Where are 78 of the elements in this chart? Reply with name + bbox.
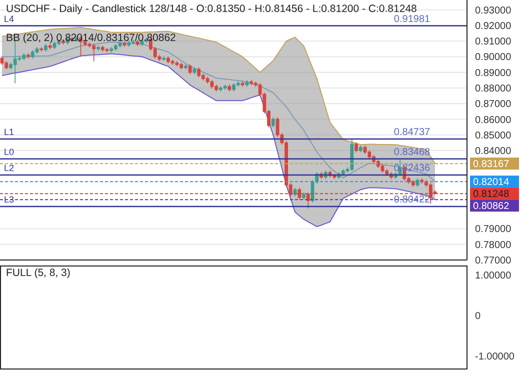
y-tick-label: 0.79000 [475,224,512,236]
text: 0 [475,311,481,322]
candlestick [26,52,30,60]
candlestick [192,66,196,75]
candlestick [52,41,56,50]
y-tick-label: 0.84000 [475,146,512,158]
candlestick [236,81,240,88]
chart-title: USDCHF - Daily - Candlestick 128/148 - O:0.81350 - H:0.81456 - L:0.81200 - C:0.81248 [6,3,418,15]
candlestick [245,79,249,88]
candlestick [210,79,214,89]
y-tick-label: 0.89000 [475,68,512,79]
candlestick [271,116,275,128]
candlestick [162,56,166,62]
y-tick-label: 0.92000 [475,20,512,32]
candlestick [197,66,201,78]
ref-line-label: L4 [4,14,14,24]
candlestick [96,45,100,52]
candlestick [302,192,306,200]
text: -1.00000 [475,352,515,362]
candlestick [100,45,104,52]
candlestick [13,39,17,84]
annotation: 0.91981 [394,14,431,25]
candlestick [30,50,34,60]
candlestick [368,150,372,160]
candlestick [40,46,44,52]
ref-line-label: 0.83167 [473,159,510,170]
candlestick [306,192,310,209]
y-tick-label: 0.77000 [475,256,512,266]
candlestick [358,145,362,153]
candlestick [170,59,174,66]
ref-line-label: 0.81248 [473,189,510,200]
candlestick [363,145,367,154]
candlestick [223,84,227,90]
candlestick [354,142,358,153]
candlestick [188,64,192,75]
candlestick [0,56,4,66]
candlestick [48,44,52,50]
candlestick [298,187,302,200]
ref-line-label: L1 [4,127,14,138]
y-tick-label: 0.91000 [475,36,512,48]
candlestick [228,84,232,92]
text: 1.00000 [475,270,512,282]
candlestick [4,60,8,70]
candlestick [44,44,48,52]
ref-line-label: 0.80862 [473,201,510,212]
y-tick-label: 0.85000 [475,130,512,142]
annotation: 0.84737 [394,127,431,138]
candlestick [35,46,39,54]
candlestick [332,173,336,180]
y-tick-label: 0.87000 [475,99,512,110]
candlestick [376,159,380,168]
y-tick-label: 0.78000 [475,240,512,251]
y-tick-label: 0.86000 [475,114,512,126]
candlestick [240,81,244,88]
candlestick [232,82,236,92]
candlestick [385,168,389,176]
ref-line-label: 0.82014 [473,177,510,188]
ref-line-label: L0 [4,146,14,157]
y-tick-label: 0.88000 [475,84,512,94]
candlestick [175,60,179,67]
ref-line-label: L2 [4,163,14,173]
candlestick [341,168,345,176]
y-tick-label: 0.90000 [475,52,512,64]
candlestick [250,79,254,86]
candlestick [350,138,354,172]
candlestick [184,64,188,70]
candlestick [411,180,415,188]
candlestick [110,46,114,53]
candlestick [92,44,96,62]
candlestick [293,187,297,197]
text: FULL (5, 8, 3) [6,267,70,279]
candlestick [206,76,210,84]
candlestick [105,47,109,53]
candlestick [22,52,26,61]
y-tick-label: 0.93000 [475,5,512,16]
candlestick [380,164,384,174]
line-series [2,42,436,182]
candlestick [428,182,432,204]
